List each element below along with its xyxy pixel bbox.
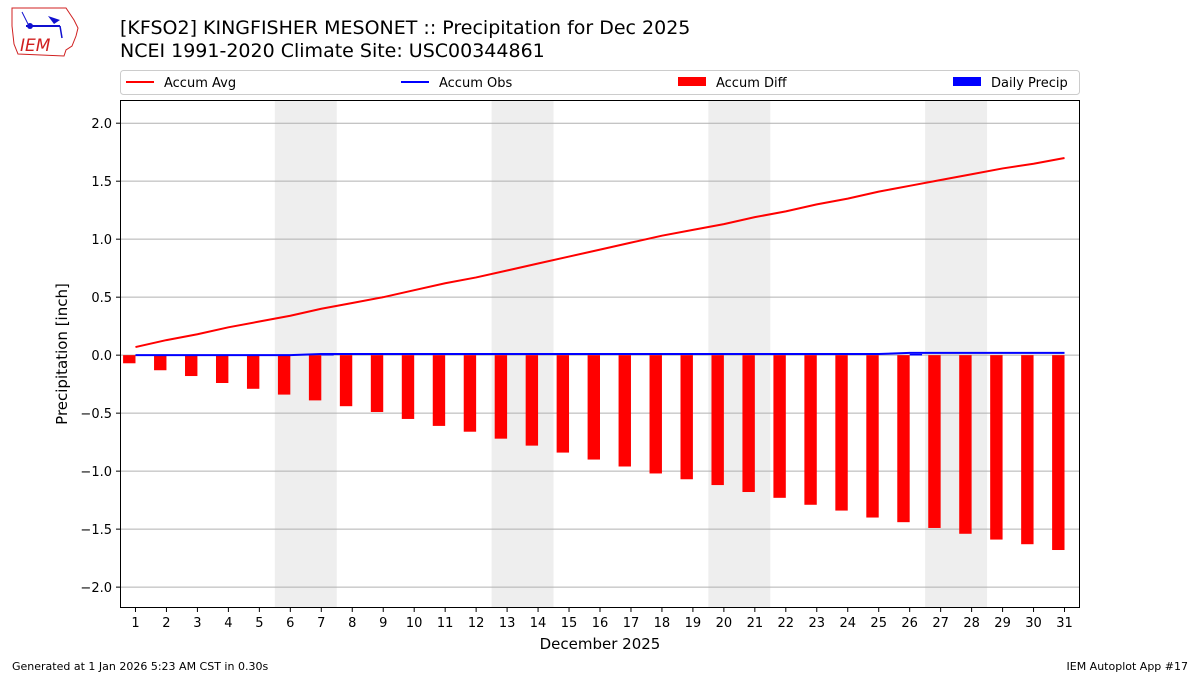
- x-tick-label: 12: [468, 616, 485, 631]
- x-tick-label: 11: [437, 616, 454, 631]
- chart-title: [KFSO2] KINGFISHER MESONET :: Precipitat…: [120, 17, 691, 39]
- x-tick-label: 6: [286, 616, 294, 631]
- footer-app: IEM Autoplot App #17: [1066, 660, 1189, 673]
- y-tick-label: 0.5: [91, 291, 112, 306]
- chart-subtitle: NCEI 1991-2020 Climate Site: USC00344861: [120, 40, 545, 62]
- x-tick-label: 30: [1025, 616, 1042, 631]
- x-tick-label: 9: [379, 616, 387, 631]
- x-tick-label: 23: [809, 616, 826, 631]
- bar-accum-diff: [773, 355, 786, 498]
- bar-accum-diff: [185, 355, 198, 377]
- bar-accum-diff: [215, 355, 229, 383]
- bar-accum-diff: [928, 355, 941, 528]
- x-tick-label: 24: [839, 616, 856, 631]
- x-tick-label: 2: [162, 616, 170, 631]
- x-tick-label: 28: [963, 616, 980, 631]
- y-tick-label: 2.0: [91, 117, 112, 132]
- bar-accum-diff: [370, 355, 384, 412]
- bar-accum-diff: [742, 355, 755, 493]
- bar-accum-diff: [649, 355, 662, 474]
- x-tick-label: 3: [193, 616, 201, 631]
- x-tick-label: 5: [255, 616, 263, 631]
- bar-accum-diff: [587, 355, 600, 460]
- x-tick-label: 27: [932, 616, 949, 631]
- bar-accum-diff: [711, 355, 724, 486]
- x-tick-label: 13: [499, 616, 516, 631]
- legend-label: Accum Avg: [164, 76, 236, 91]
- x-axis-label: December 2025: [540, 635, 661, 653]
- bar-accum-diff: [804, 355, 817, 505]
- x-tick-label: 25: [870, 616, 887, 631]
- legend-frame: [120, 70, 1080, 95]
- x-tick-label: 29: [994, 616, 1011, 631]
- x-tick-label: 10: [406, 616, 423, 631]
- footer-generated: Generated at 1 Jan 2026 5:23 AM CST in 0…: [12, 660, 269, 673]
- y-tick-label: −0.5: [80, 407, 112, 422]
- bar-accum-diff: [401, 355, 415, 419]
- legend-label: Accum Diff: [716, 76, 788, 91]
- bar-accum-diff: [123, 355, 136, 364]
- x-tick-label: 22: [778, 616, 795, 631]
- y-tick-label: 1.5: [91, 175, 112, 190]
- x-tick-label: 16: [592, 616, 609, 631]
- iem-logo: IEM: [11, 7, 79, 57]
- x-tick-label: 21: [747, 616, 764, 631]
- x-tick-label: 19: [685, 616, 702, 631]
- x-tick-label: 8: [348, 616, 356, 631]
- y-axis-label: Precipitation [inch]: [53, 283, 71, 425]
- bar-accum-diff: [525, 355, 539, 446]
- bar-accum-diff: [680, 355, 693, 480]
- y-tick-label: −1.0: [80, 465, 112, 480]
- bar-accum-diff: [959, 355, 972, 534]
- legend-label: Accum Obs: [439, 76, 512, 91]
- bar-accum-diff: [308, 355, 322, 401]
- bar-accum-diff: [463, 355, 477, 432]
- bar-accum-diff: [866, 355, 879, 518]
- x-tick-label: 26: [901, 616, 918, 631]
- x-tick-label: 18: [654, 616, 671, 631]
- bar-accum-diff: [154, 355, 167, 371]
- bar-accum-diff: [897, 355, 910, 523]
- plot-frame: [120, 100, 1080, 608]
- bar-accum-diff: [990, 355, 1003, 540]
- bar-accum-diff: [1052, 355, 1065, 551]
- legend-swatch: [678, 77, 706, 86]
- x-tick-label: 31: [1056, 616, 1073, 631]
- y-tick-label: 1.0: [91, 233, 112, 248]
- y-tick-label: −1.5: [80, 523, 112, 538]
- line-accum-avg: [135, 157, 1065, 349]
- y-tick-label: −2.0: [80, 581, 112, 596]
- x-tick-label: 4: [224, 616, 232, 631]
- x-tick-label: 7: [317, 616, 325, 631]
- logo-text: IEM: [20, 36, 51, 56]
- x-tick-label: 14: [530, 616, 547, 631]
- bar-accum-diff: [835, 355, 848, 511]
- y-tick-label: 0.0: [91, 349, 112, 364]
- bar-accum-diff: [618, 355, 631, 467]
- bar-accum-diff: [1021, 355, 1034, 545]
- bar-accum-diff: [494, 355, 508, 439]
- bar-accum-diff: [556, 355, 570, 453]
- bar-accum-diff: [277, 355, 291, 395]
- bar-accum-diff: [246, 355, 260, 389]
- line-accum-obs: [135, 351, 1065, 357]
- x-tick-label: 1: [131, 616, 139, 631]
- legend-swatch: [953, 77, 981, 86]
- x-tick-label: 20: [716, 616, 733, 631]
- x-tick-label: 17: [623, 616, 640, 631]
- bar-accum-diff: [339, 355, 353, 407]
- x-tick-label: 15: [561, 616, 578, 631]
- bar-accum-diff: [432, 355, 446, 426]
- legend: Accum Avg Accum Obs Accum Diff Daily Precip: [120, 70, 1080, 95]
- legend-label: Daily Precip: [991, 76, 1068, 91]
- bar-daily-precip: [909, 354, 923, 356]
